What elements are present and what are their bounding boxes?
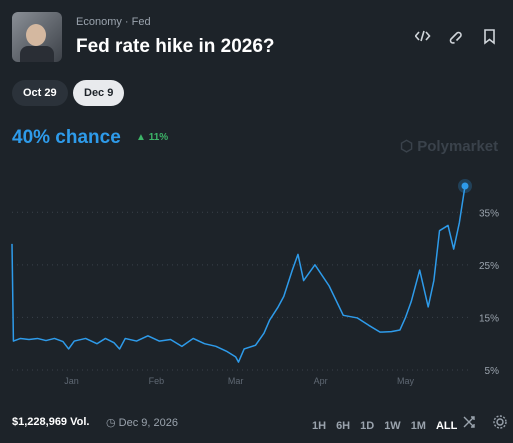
range-button[interactable]: 1H <box>312 420 327 432</box>
bookmark-icon[interactable] <box>484 29 495 45</box>
last-point <box>461 182 469 190</box>
watermark: ⬡ Polymarket <box>400 138 499 155</box>
settings-icon-ring[interactable] <box>493 415 507 429</box>
chart-controls <box>463 415 507 429</box>
change: ▲ 11% <box>136 132 169 143</box>
header-icons <box>415 29 495 45</box>
y-tick-label: 25% <box>479 261 499 272</box>
range-button[interactable]: ALL <box>435 420 458 432</box>
shuffle-icon[interactable] <box>463 416 475 428</box>
chart: 5% 15% 25% 35% Jan Feb Mar Apr May <box>11 179 500 386</box>
range-button[interactable]: 1D <box>360 420 375 432</box>
link-icon[interactable] <box>449 31 462 44</box>
watermark-text: Polymarket <box>417 138 499 155</box>
range-button[interactable]: 1W <box>384 420 401 432</box>
y-tick-label: 35% <box>479 208 499 219</box>
date-tab-active[interactable]: Dec 9 <box>73 80 125 106</box>
x-tick-label: May <box>397 376 415 386</box>
embed-icon[interactable] <box>415 30 431 42</box>
title: Fed rate hike in 2026? <box>76 36 275 57</box>
date-tab[interactable]: Oct 29 <box>12 80 68 106</box>
range-button[interactable]: 1M <box>410 420 426 432</box>
y-tick-label: 5% <box>485 366 500 377</box>
settings-icon[interactable] <box>496 418 504 426</box>
suit <box>20 46 54 62</box>
breadcrumb: Economy · Fed <box>76 16 151 28</box>
y-tick-label: 15% <box>479 313 499 324</box>
face <box>26 24 46 46</box>
chance: 40% chance <box>12 127 121 148</box>
end-date: ◷ Dec 9, 2026 <box>106 417 178 429</box>
change-value: 11% <box>148 132 169 143</box>
x-tick-label: Apr <box>314 376 328 386</box>
category[interactable]: Economy <box>76 16 122 28</box>
x-tick-label: Feb <box>149 376 165 386</box>
x-tick-label: Jan <box>64 376 79 386</box>
range-buttons: 1H 6H 1D 1W 1M ALL <box>302 416 457 434</box>
series-line <box>11 185 466 363</box>
volume: $1,228,969 Vol. <box>12 416 90 428</box>
market-image <box>12 12 62 62</box>
subcategory[interactable]: Fed <box>131 16 151 28</box>
end-date-text: Dec 9, 2026 <box>118 417 178 429</box>
range-button[interactable]: 6H <box>336 420 351 432</box>
x-tick-label: Mar <box>228 376 244 386</box>
